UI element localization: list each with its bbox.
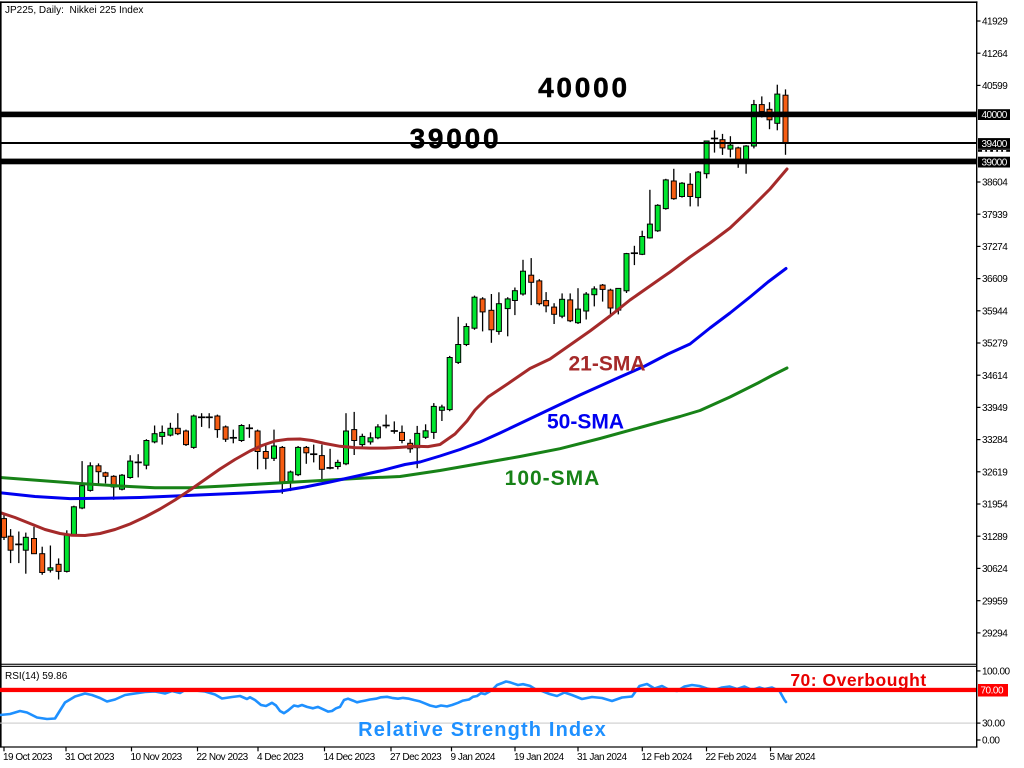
- svg-text:31954: 31954: [982, 500, 1008, 511]
- svg-text:37274: 37274: [982, 242, 1008, 253]
- svg-text:22 Feb 2024: 22 Feb 2024: [706, 752, 758, 763]
- svg-text:0.00: 0.00: [982, 736, 1000, 747]
- svg-text:100.00: 100.00: [982, 667, 1011, 678]
- svg-text:31289: 31289: [982, 532, 1008, 543]
- svg-text:70: Overbought: 70: Overbought: [790, 670, 926, 690]
- svg-text:RSI(14) 59.86: RSI(14) 59.86: [5, 671, 68, 682]
- svg-text:19 Oct 2023: 19 Oct 2023: [3, 752, 53, 763]
- svg-text:4 Dec 2023: 4 Dec 2023: [257, 752, 304, 763]
- svg-text:12 Feb 2024: 12 Feb 2024: [641, 752, 693, 763]
- svg-text:32619: 32619: [982, 467, 1008, 478]
- svg-text:22 Nov 2023: 22 Nov 2023: [197, 752, 249, 763]
- svg-text:35944: 35944: [982, 306, 1008, 317]
- svg-text:41929: 41929: [982, 17, 1008, 28]
- svg-text:29959: 29959: [982, 596, 1008, 607]
- svg-text:30624: 30624: [982, 564, 1008, 575]
- svg-text:40000: 40000: [982, 110, 1008, 121]
- svg-text:14 Dec 2023: 14 Dec 2023: [324, 752, 376, 763]
- svg-text:40000: 40000: [538, 72, 630, 103]
- svg-text:29294: 29294: [982, 629, 1008, 640]
- svg-text:39400: 39400: [982, 139, 1008, 150]
- svg-text:33949: 33949: [982, 403, 1008, 414]
- svg-text:70.00: 70.00: [981, 686, 1004, 697]
- svg-text:50-SMA: 50-SMA: [547, 411, 624, 434]
- svg-text:Relative Strength Index: Relative Strength Index: [358, 719, 607, 741]
- svg-text:34614: 34614: [982, 371, 1008, 382]
- svg-text:100-SMA: 100-SMA: [505, 467, 601, 490]
- svg-text:9 Jan 2024: 9 Jan 2024: [451, 752, 496, 763]
- svg-text:37939: 37939: [982, 210, 1008, 221]
- svg-text:31 Oct 2023: 31 Oct 2023: [65, 752, 115, 763]
- svg-text:36609: 36609: [982, 274, 1008, 285]
- svg-text:39000: 39000: [982, 158, 1008, 169]
- svg-text:30.00: 30.00: [982, 719, 1005, 730]
- svg-text:21-SMA: 21-SMA: [568, 353, 645, 376]
- svg-text:JP225, Daily: Nikkei 225 Inde: JP225, Daily: Nikkei 225 Index: [5, 5, 143, 16]
- svg-text:27 Dec 2023: 27 Dec 2023: [390, 752, 442, 763]
- svg-text:31 Jan 2024: 31 Jan 2024: [577, 752, 627, 763]
- svg-text:19 Jan 2024: 19 Jan 2024: [514, 752, 564, 763]
- svg-text:41264: 41264: [982, 49, 1008, 60]
- svg-text:38604: 38604: [982, 178, 1008, 189]
- svg-text:39000: 39000: [410, 123, 502, 154]
- svg-text:35279: 35279: [982, 339, 1008, 350]
- svg-text:33284: 33284: [982, 435, 1008, 446]
- svg-text:10 Nov 2023: 10 Nov 2023: [131, 752, 183, 763]
- svg-text:5 Mar 2024: 5 Mar 2024: [770, 752, 817, 763]
- svg-text:40599: 40599: [982, 81, 1008, 92]
